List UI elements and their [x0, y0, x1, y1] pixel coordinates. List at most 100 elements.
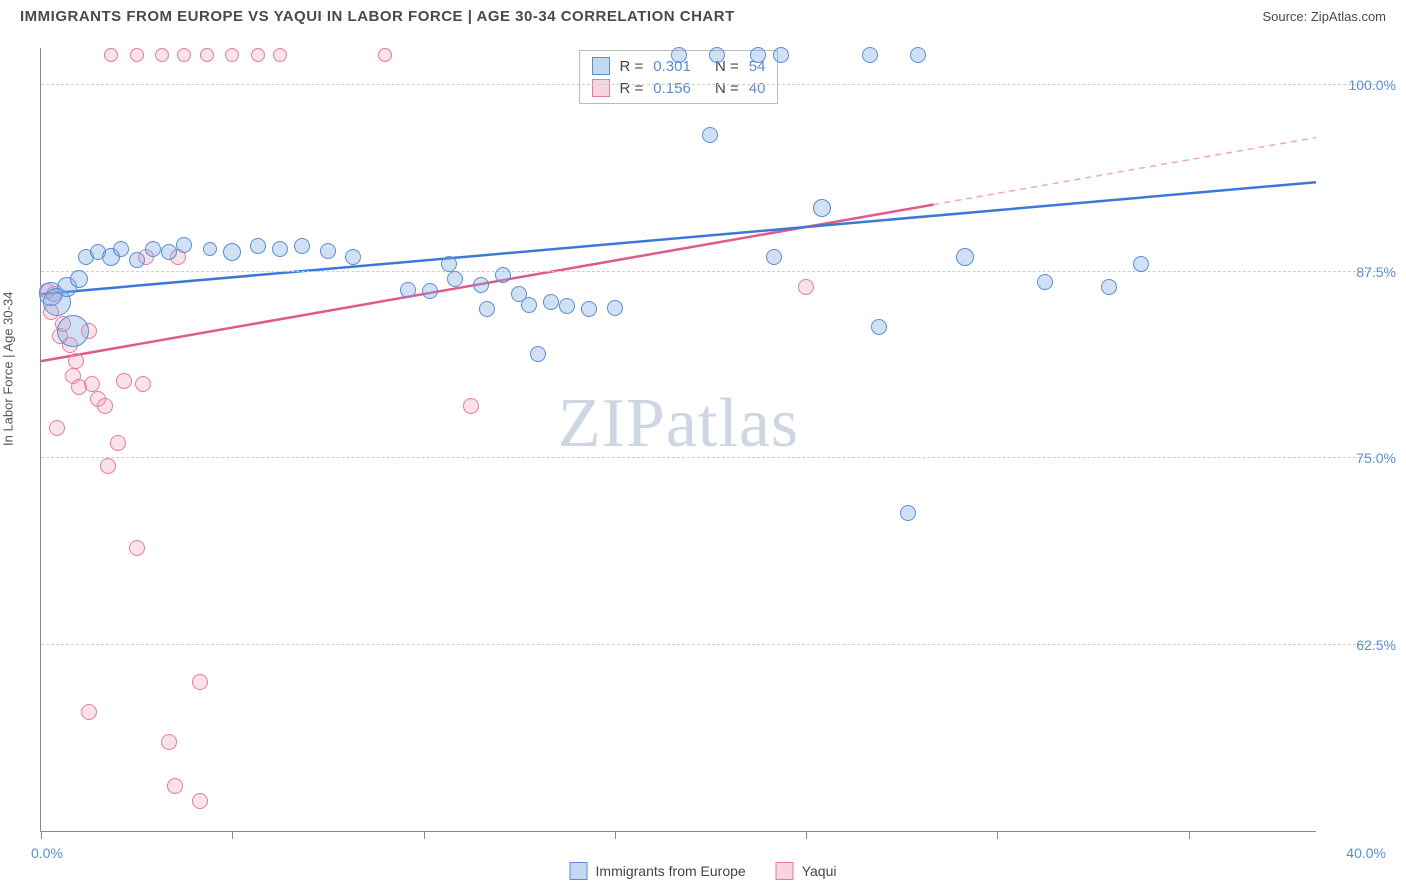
data-point — [161, 734, 177, 750]
data-point — [203, 242, 217, 256]
data-point — [709, 47, 725, 63]
source-label: Source: ZipAtlas.com — [1262, 9, 1386, 24]
y-tick-label: 100.0% — [1349, 77, 1396, 93]
data-point — [495, 267, 511, 283]
data-point — [581, 301, 597, 317]
data-point — [116, 373, 132, 389]
data-point — [129, 540, 145, 556]
stats-row-pink: R = 0.156 N = 40 — [592, 77, 766, 99]
data-point — [70, 270, 88, 288]
data-point — [378, 48, 392, 62]
data-point — [68, 353, 84, 369]
y-tick-label: 62.5% — [1356, 637, 1396, 653]
data-point — [1037, 274, 1053, 290]
data-point — [110, 435, 126, 451]
data-point — [100, 458, 116, 474]
data-point — [530, 346, 546, 362]
data-point — [798, 279, 814, 295]
data-point — [225, 48, 239, 62]
data-point — [250, 238, 266, 254]
stat-label: R = — [620, 58, 644, 75]
data-point — [273, 48, 287, 62]
data-point — [521, 297, 537, 313]
data-point — [97, 398, 113, 414]
data-point — [871, 319, 887, 335]
data-point — [161, 244, 177, 260]
gridline-h — [41, 84, 1376, 85]
x-tick — [806, 831, 807, 839]
data-point — [113, 241, 129, 257]
watermark: ZIPatlas — [558, 384, 799, 464]
data-point — [543, 294, 559, 310]
data-point — [910, 47, 926, 63]
data-point — [49, 420, 65, 436]
x-min-label: 0.0% — [31, 845, 63, 861]
y-tick-label: 75.0% — [1356, 450, 1396, 466]
chart-title: IMMIGRANTS FROM EUROPE VS YAQUI IN LABOR… — [20, 8, 735, 25]
data-point — [145, 241, 161, 257]
data-point — [135, 376, 151, 392]
data-point — [251, 48, 265, 62]
data-point — [192, 793, 208, 809]
y-tick-label: 87.5% — [1356, 264, 1396, 280]
data-point — [223, 243, 241, 261]
stat-value: 40 — [749, 80, 766, 97]
x-tick — [1189, 831, 1190, 839]
x-tick — [997, 831, 998, 839]
x-tick — [615, 831, 616, 839]
data-point — [956, 248, 974, 266]
data-point — [129, 252, 145, 268]
data-point — [130, 48, 144, 62]
swatch-icon — [592, 79, 610, 97]
data-point — [320, 243, 336, 259]
data-point — [84, 376, 100, 392]
swatch-icon — [592, 57, 610, 75]
data-point — [1133, 256, 1149, 272]
data-point — [766, 249, 782, 265]
trend-lines — [41, 48, 1316, 831]
data-point — [294, 238, 310, 254]
swatch-icon — [776, 862, 794, 880]
stat-label: R = — [620, 80, 644, 97]
data-point — [862, 47, 878, 63]
data-point — [473, 277, 489, 293]
stat-value: 0.156 — [653, 80, 691, 97]
data-point — [57, 315, 89, 347]
data-point — [272, 241, 288, 257]
data-point — [750, 47, 766, 63]
data-point — [81, 704, 97, 720]
data-point — [447, 271, 463, 287]
series-legend: Immigrants from Europe Yaqui — [570, 862, 837, 880]
data-point — [441, 256, 457, 272]
data-point — [671, 47, 687, 63]
data-point — [422, 283, 438, 299]
x-tick — [424, 831, 425, 839]
data-point — [167, 778, 183, 794]
data-point — [463, 398, 479, 414]
data-point — [155, 48, 169, 62]
y-axis-title: In Labor Force | Age 30-34 — [1, 292, 16, 446]
legend-label: Yaqui — [802, 863, 837, 879]
data-point — [1101, 279, 1117, 295]
legend-item-blue: Immigrants from Europe — [570, 862, 746, 880]
gridline-h — [41, 271, 1376, 272]
data-point — [177, 48, 191, 62]
data-point — [104, 48, 118, 62]
x-tick — [232, 831, 233, 839]
data-point — [900, 505, 916, 521]
swatch-icon — [570, 862, 588, 880]
x-max-label: 40.0% — [1346, 845, 1386, 861]
data-point — [479, 301, 495, 317]
data-point — [192, 674, 208, 690]
data-point — [813, 199, 831, 217]
x-tick — [41, 831, 42, 839]
gridline-h — [41, 644, 1376, 645]
legend-item-pink: Yaqui — [776, 862, 837, 880]
data-point — [200, 48, 214, 62]
legend-label: Immigrants from Europe — [596, 863, 746, 879]
gridline-h — [41, 457, 1376, 458]
data-point — [702, 127, 718, 143]
data-point — [345, 249, 361, 265]
data-point — [559, 298, 575, 314]
data-point — [176, 237, 192, 253]
